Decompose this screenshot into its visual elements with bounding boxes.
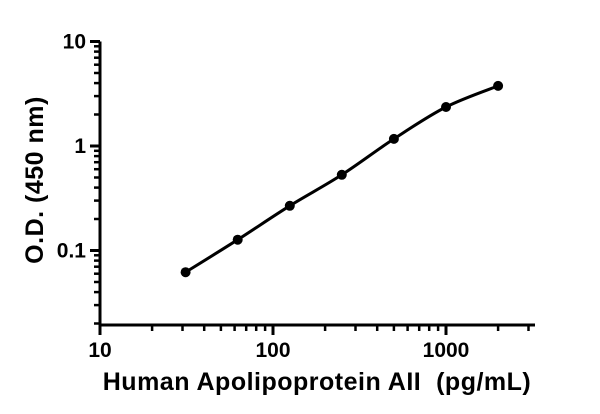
x-tick-label: 1000 <box>423 339 470 362</box>
data-point <box>336 169 347 180</box>
axes-frame <box>98 41 535 327</box>
data-point <box>232 234 243 245</box>
x-tick-label: 100 <box>255 339 290 362</box>
y-tick-label: 1 <box>74 135 86 158</box>
x-tick-label: 10 <box>88 339 111 362</box>
y-tick-label: 0.1 <box>57 240 87 263</box>
data-point <box>493 80 504 91</box>
y-axis-title: O.D. (450 nm) <box>21 96 49 264</box>
x-axis-title: Human Apolipoprotein AII (pg/mL) <box>103 368 532 396</box>
plot-area: 10 100 1000 0.1 1 10 <box>57 31 535 362</box>
data-point <box>441 102 451 112</box>
data-point <box>284 200 295 211</box>
data-point <box>388 133 399 144</box>
y-tick-label: 10 <box>63 31 86 54</box>
data-point <box>180 267 191 278</box>
